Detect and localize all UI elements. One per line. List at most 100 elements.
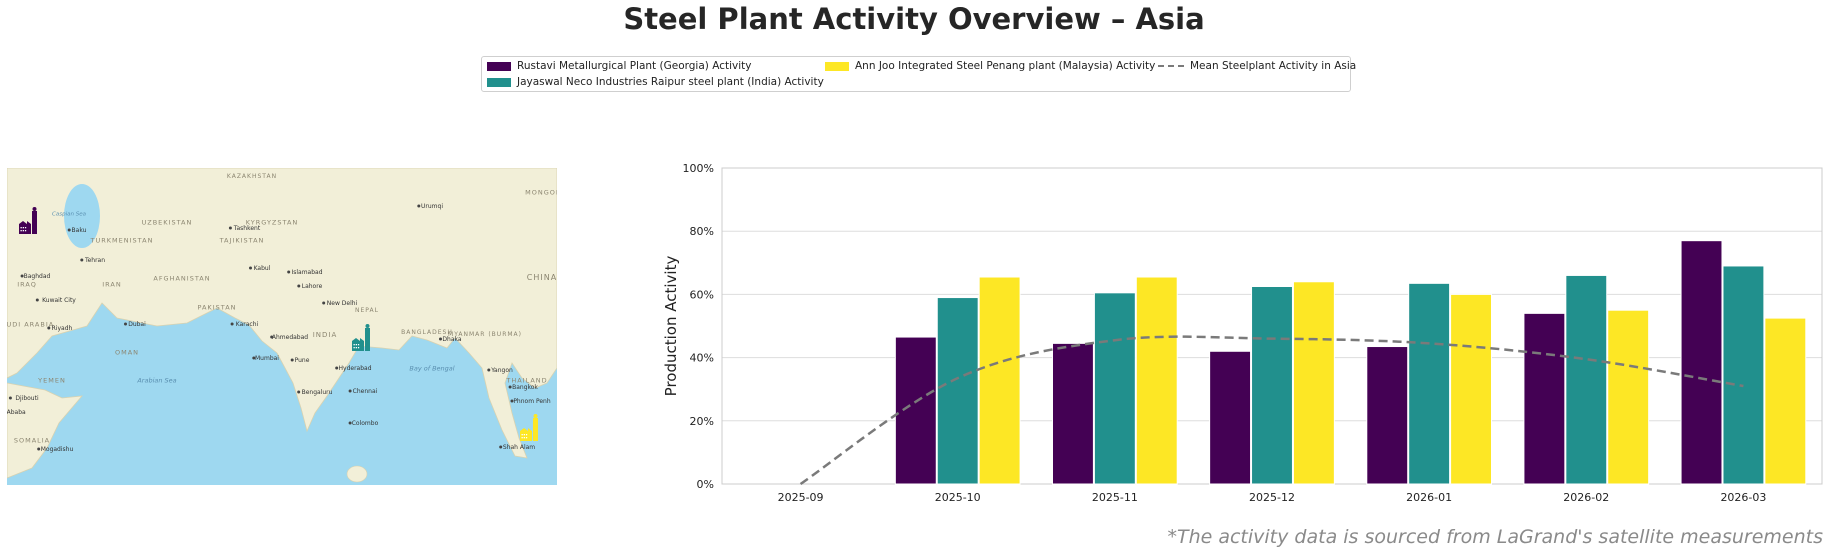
window-icon (22, 227, 24, 229)
y-tick-label: 60% (690, 288, 714, 301)
legend-line-mean (1158, 65, 1184, 67)
window-icon (353, 347, 355, 349)
legend-swatch-jayaswal (487, 77, 511, 87)
y-tick-label: 40% (690, 352, 714, 365)
map-label: Dubai (128, 321, 146, 328)
rustavi-plant-marker[interactable] (19, 207, 37, 234)
map-sri-lanka (346, 465, 368, 483)
smoke-icon (32, 207, 37, 211)
bar-annjoo (1607, 309, 1650, 485)
window-icon (523, 434, 525, 436)
map-label: THAILAND (505, 377, 547, 385)
map-label: UZBEKISTAN (142, 219, 193, 227)
smoke-icon (365, 324, 370, 328)
legend-item-jayaswal: Jayaswal Neco Industries Raipur steel pl… (487, 76, 824, 88)
x-tick-label: 2025-09 (778, 491, 824, 504)
map-label: Tashkent (233, 225, 261, 232)
city-dot (508, 385, 512, 389)
window-icon (22, 230, 24, 232)
bar-annjoo (1135, 276, 1178, 485)
map-label: KAZAKHSTAN (227, 173, 277, 180)
map-label: Djibouti (15, 395, 39, 402)
map-label: TURKMENISTAN (90, 237, 154, 245)
x-tick-label: 2025-10 (935, 491, 981, 504)
city-dot (230, 322, 234, 326)
city-dot (335, 366, 339, 370)
city-dot (297, 390, 301, 394)
city-dot (510, 399, 514, 403)
window-icon (525, 434, 528, 436)
window-icon (353, 344, 355, 346)
y-tick-label: 0% (697, 478, 714, 491)
window-icon (24, 230, 27, 232)
bar-jayaswal (936, 297, 979, 485)
map-label: Arabian Sea (136, 377, 176, 385)
map-label: BANGLADESH (401, 329, 453, 336)
y-tick-label: 100% (683, 162, 714, 175)
chimney-icon (365, 328, 370, 351)
map-label: Phnom Penh (513, 398, 551, 405)
legend-item-mean: Mean Steelplant Activity in Asia (1158, 60, 1356, 72)
city-dot (417, 204, 421, 208)
city-dot (287, 270, 291, 274)
bar-jayaswal (1408, 282, 1451, 485)
smoke-icon (533, 414, 538, 418)
map-label: Baku (72, 227, 87, 234)
map-label: Mogadishu (41, 446, 74, 453)
bar-annjoo (1764, 317, 1807, 485)
map-label: Islamabad (291, 269, 322, 276)
window-icon (20, 227, 22, 229)
map-label: Lahore (302, 283, 323, 290)
city-dot (35, 298, 39, 302)
city-dot (20, 274, 24, 278)
map-label: Hyderabad (339, 365, 372, 372)
y-tick-label: 20% (690, 415, 714, 428)
map-label: YEMEN (37, 377, 66, 385)
window-icon (525, 437, 528, 439)
map-label: OMAN (115, 349, 139, 357)
legend-label-annjoo: Ann Joo Integrated Steel Penang plant (M… (855, 60, 1156, 72)
map-label: IRAQ (17, 281, 37, 289)
x-tick-label: 2026-01 (1406, 491, 1452, 504)
city-dot (47, 326, 51, 330)
map-label: Baghdad (24, 273, 51, 280)
chart-legend: Rustavi Metallurgical Plant (Georgia) Ac… (481, 56, 1356, 92)
map-label: SAUDI ARABIA (7, 321, 54, 329)
city-dot (348, 389, 352, 393)
map-canvas: KAZAKHSTAN UZBEKISTAN KYRGYZSTAN TURKMENIST… (7, 168, 557, 485)
city-dot (67, 228, 71, 232)
x-tick-label: 2026-03 (1720, 491, 1766, 504)
map-label: Dhaka (442, 336, 461, 343)
window-icon (355, 344, 357, 346)
bar-annjoo (1292, 281, 1335, 485)
map-label: MONGOLIA (525, 189, 557, 197)
bars (894, 240, 1807, 485)
bar-annjoo (1450, 293, 1492, 485)
chimney-icon (32, 211, 37, 234)
asia-map: KAZAKHSTAN UZBEKISTAN KYRGYZSTAN TURKMENIST… (7, 168, 557, 485)
map-label: Riyadh (52, 325, 73, 332)
map-label: Ahmedabad (272, 334, 308, 341)
map-label: CHINA (527, 273, 557, 282)
map-label: KYRGYZSTAN (246, 219, 299, 227)
chimney-icon (533, 418, 538, 441)
city-dot (228, 226, 232, 230)
window-icon (20, 230, 22, 232)
jayaswal-plant-marker[interactable] (352, 324, 370, 351)
map-label: Karachi (236, 321, 259, 328)
legend-label-mean: Mean Steelplant Activity in Asia (1190, 60, 1357, 72)
bar-rustavi (1366, 346, 1409, 485)
map-label: Mumbai (255, 355, 279, 362)
map-label: MYANMAR (BURMA) (448, 331, 522, 338)
bar-jayaswal (1565, 274, 1608, 485)
map-label: AFGHANISTAN (153, 275, 210, 283)
map-label: Chennai (353, 388, 378, 395)
map-label: New Delhi (327, 300, 358, 307)
city-dot (290, 358, 294, 362)
window-icon (523, 437, 525, 439)
map-label: IRAN (102, 281, 121, 289)
city-dot (80, 258, 84, 262)
map-label: Colombo (352, 420, 379, 427)
data-source-footnote: *The activity data is sourced from LaGra… (1167, 526, 1823, 548)
annjoo-plant-marker[interactable] (520, 414, 538, 441)
